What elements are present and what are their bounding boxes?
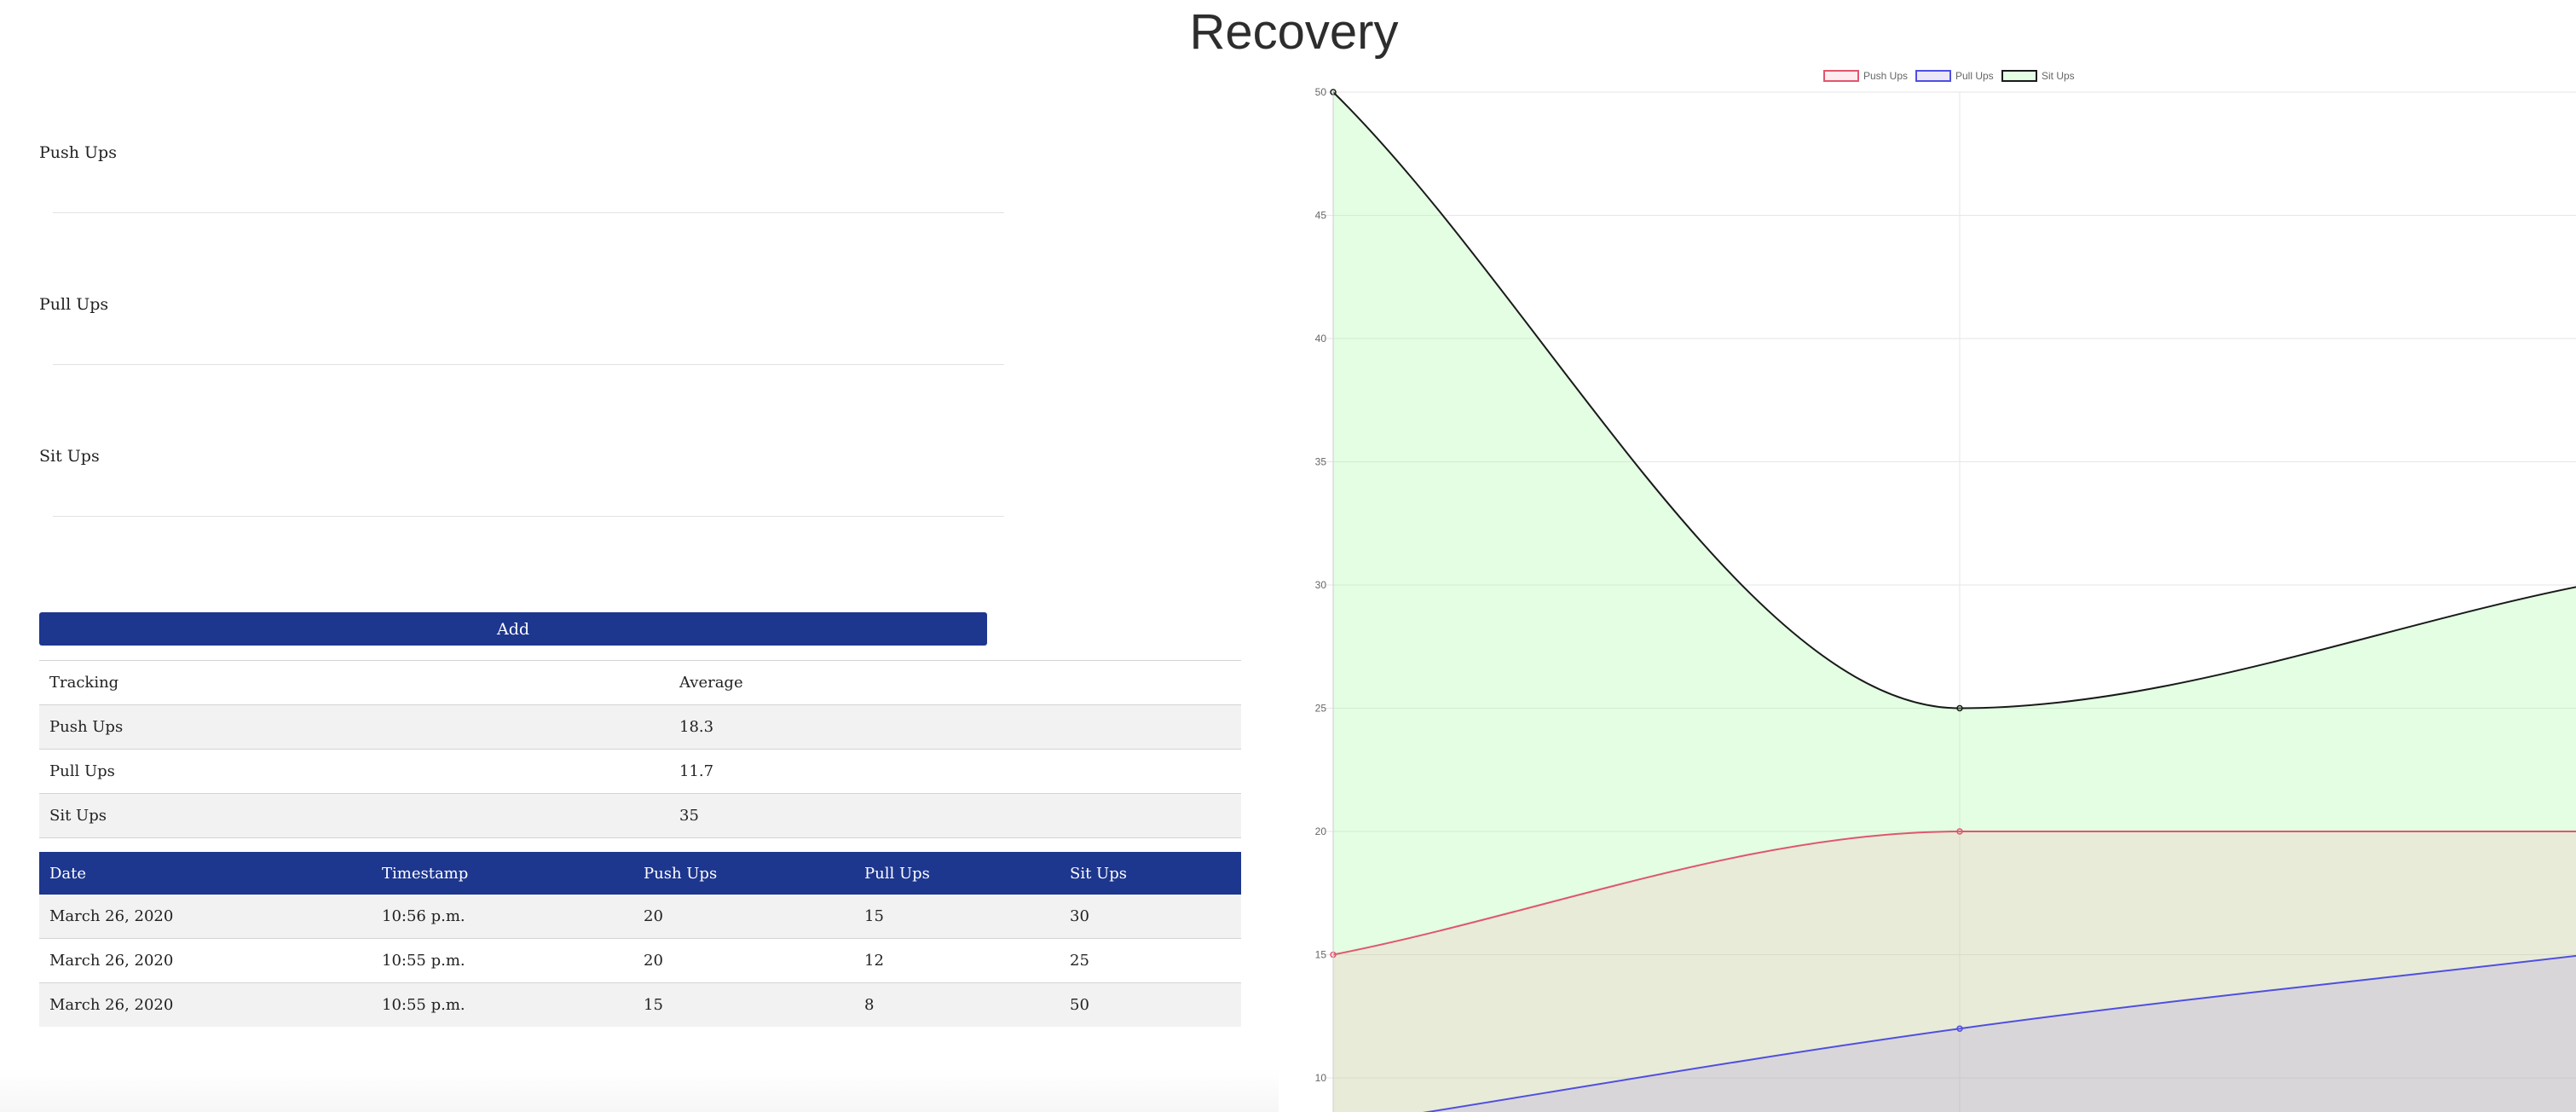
y-tick-label: 20 <box>1315 825 1327 837</box>
averages-cell-value: 11.7 <box>669 749 1241 794</box>
log-cell-push-ups: 20 <box>633 895 854 939</box>
log-cell-date: March 26, 2020 <box>39 895 372 939</box>
log-cell-sit-ups: 25 <box>1060 938 1241 983</box>
log-header-date: Date <box>39 852 372 895</box>
log-cell-date: March 26, 2020 <box>39 938 372 983</box>
averages-cell-value: 35 <box>669 793 1241 838</box>
log-cell-timestamp: 10:55 p.m. <box>372 982 633 1027</box>
averages-header-tracking: Tracking <box>39 660 669 705</box>
push-ups-input[interactable] <box>53 177 1004 213</box>
averages-cell-exercise: Pull Ups <box>39 749 669 794</box>
log-cell-timestamp: 10:55 p.m. <box>372 938 633 983</box>
log-cell-pull-ups: 8 <box>854 982 1060 1027</box>
log-header-push-ups: Push Ups <box>633 852 854 895</box>
log-cell-push-ups: 15 <box>633 982 854 1027</box>
log-cell-sit-ups: 30 <box>1060 895 1241 939</box>
bottom-fade <box>0 1069 1279 1112</box>
y-tick-label: 35 <box>1315 456 1327 468</box>
averages-row: Sit Ups 35 <box>39 793 1241 838</box>
log-header-timestamp: Timestamp <box>372 852 633 895</box>
log-header-pull-ups: Pull Ups <box>854 852 1060 895</box>
averages-header-row: Tracking Average <box>39 660 1241 705</box>
exercise-chart: 10 15 20 25 30 35 40 45 50 Push Ups Pull Ups Sit Up… <box>1279 61 2576 1112</box>
y-tick-label: 45 <box>1315 210 1327 222</box>
push-ups-point <box>1956 828 1963 835</box>
page-title: Recovery <box>1189 4 1399 60</box>
y-tick-label: 25 <box>1315 703 1327 715</box>
averages-cell-exercise: Sit Ups <box>39 793 669 838</box>
pull-ups-label: Pull Ups <box>39 295 109 314</box>
log-cell-sit-ups: 50 <box>1060 982 1241 1027</box>
sit-ups-label: Sit Ups <box>39 447 100 466</box>
y-tick-label: 10 <box>1315 1072 1327 1084</box>
log-cell-pull-ups: 15 <box>854 895 1060 939</box>
averages-table: Tracking Average Push Ups 18.3 Pull Ups … <box>39 660 1241 838</box>
y-tick-label: 15 <box>1315 949 1327 961</box>
averages-row: Pull Ups 11.7 <box>39 749 1241 794</box>
averages-cell-exercise: Push Ups <box>39 704 669 750</box>
log-cell-date: March 26, 2020 <box>39 982 372 1027</box>
pull-ups-point <box>1956 1025 1963 1032</box>
push-ups-label: Push Ups <box>39 143 117 162</box>
push-ups-area <box>1333 831 2576 1112</box>
exercise-chart-svg: 10 15 20 25 30 35 40 45 50 Push Ups Pull Ups Sit Up… <box>1315 70 2576 1112</box>
log-cell-timestamp: 10:56 p.m. <box>372 895 633 939</box>
push-ups-line <box>1332 830 2576 956</box>
y-tick-label: 50 <box>1315 86 1327 98</box>
push-ups-legend-label: Push Ups <box>1863 70 1908 82</box>
log-row: March 26, 2020 10:55 p.m. 15 8 50 <box>39 982 1241 1027</box>
y-tick-label: 40 <box>1315 333 1327 345</box>
pull-ups-area <box>1428 955 2576 1112</box>
log-row: March 26, 2020 10:56 p.m. 20 15 30 <box>39 895 1241 939</box>
averages-row: Push Ups 18.3 <box>39 704 1241 750</box>
pull-ups-input[interactable] <box>53 328 1004 365</box>
push-ups-legend-swatch <box>1823 70 1859 82</box>
sit-ups-legend-label: Sit Ups <box>2042 70 2075 82</box>
sit-ups-point <box>1956 704 1963 712</box>
pull-ups-legend-swatch <box>1915 70 1951 82</box>
log-header-row: Date Timestamp Push Ups Pull Ups Sit Ups <box>39 852 1241 895</box>
averages-cell-value: 18.3 <box>669 704 1241 750</box>
sit-ups-line <box>1332 91 2576 709</box>
sit-ups-input[interactable] <box>53 480 1004 517</box>
averages-header-average: Average <box>669 660 1241 705</box>
log-cell-push-ups: 20 <box>633 938 854 983</box>
add-button[interactable]: Add <box>39 612 987 646</box>
sit-ups-area <box>1333 92 2576 1112</box>
workout-log-table: Date Timestamp Push Ups Pull Ups Sit Ups… <box>39 852 1241 1027</box>
sit-ups-legend-swatch <box>2001 70 2037 82</box>
y-tick-label: 30 <box>1315 579 1327 591</box>
pull-ups-line <box>1423 954 2576 1112</box>
log-cell-pull-ups: 12 <box>854 938 1060 983</box>
log-row: March 26, 2020 10:55 p.m. 20 12 25 <box>39 938 1241 983</box>
pull-ups-legend-label: Pull Ups <box>1955 70 1994 82</box>
log-header-sit-ups: Sit Ups <box>1060 852 1241 895</box>
